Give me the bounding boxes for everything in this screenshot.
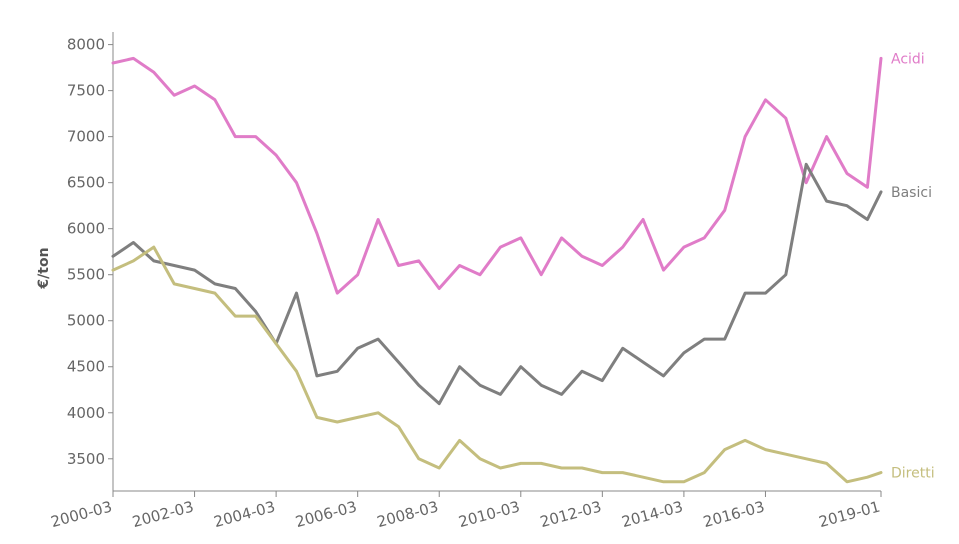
y-axis-title: €/ton [36,247,52,289]
y-tick-label: 7500 [67,82,105,100]
x-tick-label: 2010-03 [457,497,522,531]
x-tick-label: 2014-03 [620,497,685,531]
series-label-basici: Basici [891,185,932,201]
x-tick-label: 2019-01 [817,497,882,531]
y-tick-label: 6000 [67,220,105,238]
x-tick-label: 2016-03 [701,497,766,531]
x-axis: 2000-03 2002-03 2004-03 2006-03 2008-03 2010-… [49,490,882,531]
y-tick-label: 4500 [67,358,105,376]
y-tick-label: 7000 [67,128,105,146]
series-line-acidi [111,56,883,295]
y-tick-label: 5500 [67,266,105,284]
x-tick-label: 2002-03 [130,497,195,531]
y-tick-label: 8000 [67,36,105,54]
series-line-basici [111,162,883,406]
y-tick-label: 5000 [67,312,105,330]
series-line-diretti [111,245,883,484]
series-labels: Acidi Basici Diretti [891,51,935,481]
x-tick-label: 2000-03 [49,497,114,531]
y-tick-label: 4000 [67,404,105,422]
y-axis: 3500 4000 4500 5000 5500 6000 6500 7000 7500 8000 [67,32,114,491]
series-layer [111,56,883,484]
x-tick-label: 2012-03 [538,497,603,531]
x-tick-label: 2004-03 [212,497,277,531]
y-tick-label: 6500 [67,174,105,192]
x-tick-label: 2006-03 [293,497,358,531]
series-label-acidi: Acidi [891,51,925,67]
series-label-diretti: Diretti [891,466,935,482]
x-tick-label: 2008-03 [375,497,440,531]
y-tick-label: 3500 [67,450,105,468]
